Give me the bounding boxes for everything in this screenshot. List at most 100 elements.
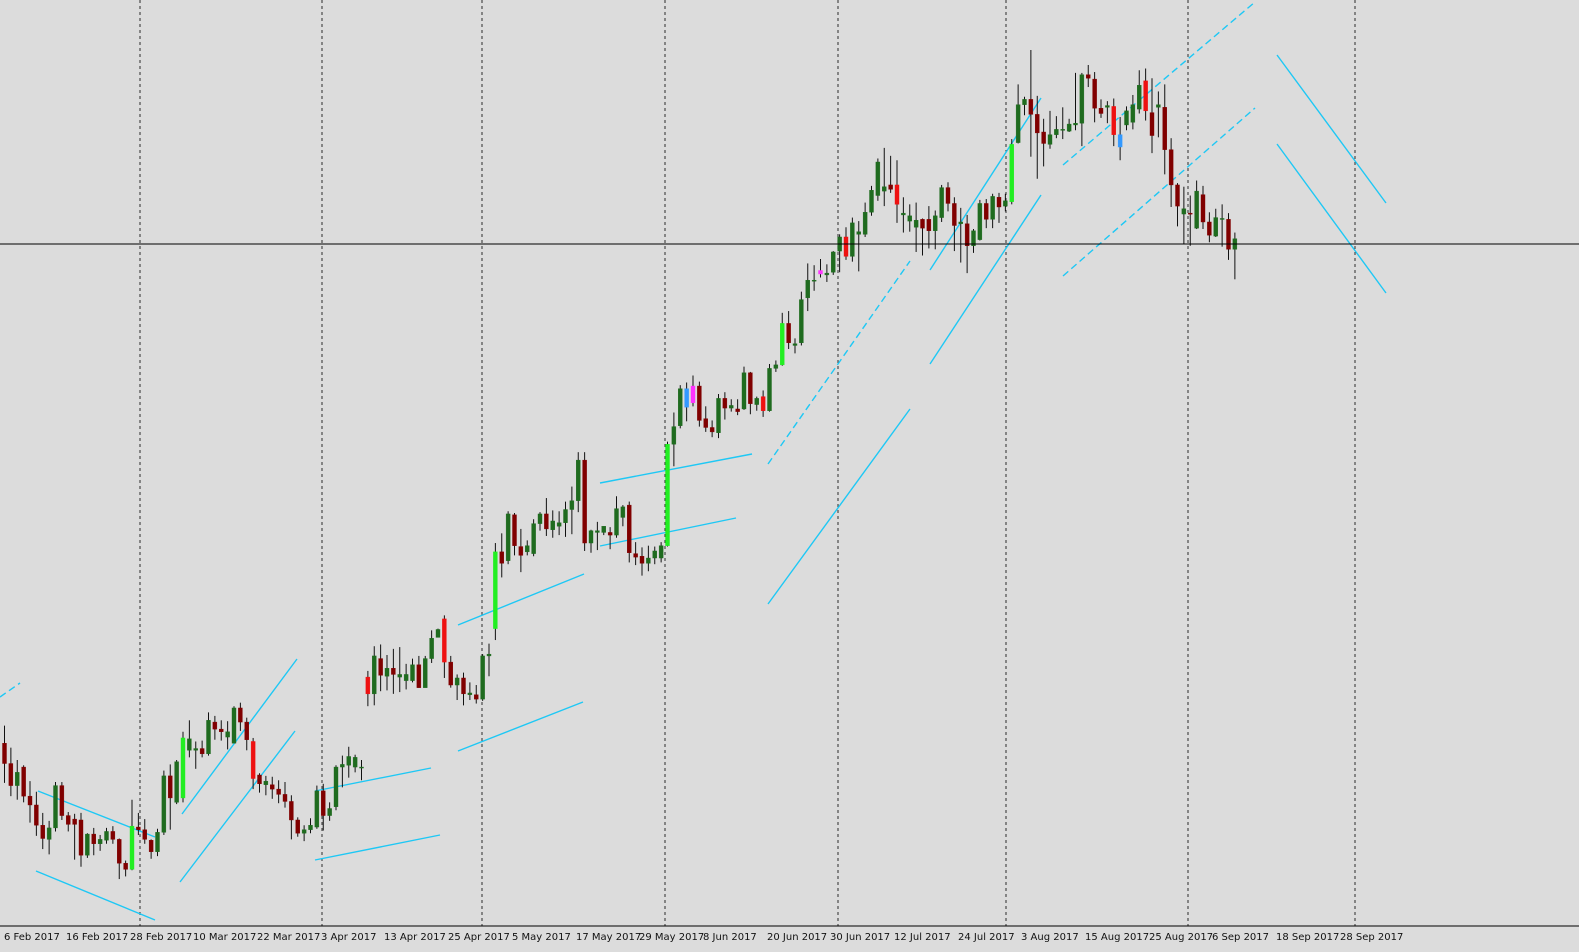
candle-body [735,408,740,412]
candle-body [104,831,109,841]
candle-body [703,418,708,428]
time-axis: 6 Feb 2017 16 Feb 2017 28 Feb 2017 10 Ma… [0,925,1579,943]
trend-channel-line [929,97,1042,271]
candle-body [1111,106,1116,135]
candle-body [2,743,7,764]
candle-body [888,184,893,190]
candle-body [525,545,530,553]
candle-body [512,514,517,546]
candle-body [276,788,281,795]
candle-body [767,368,772,411]
trend-channel-line [314,834,441,861]
candle-body [1156,104,1161,108]
x-tick-label: 25 Aug 2017 [1149,932,1213,943]
candle-body [1226,219,1231,250]
candle-body [601,526,606,533]
candle-body [193,748,198,751]
candle-body [78,819,84,856]
x-tick-label: 6 Feb 2017 [4,932,60,943]
candle-body [359,766,364,769]
candle-body [1066,123,1072,132]
candle-body [537,513,543,524]
candle-body [250,741,256,779]
candle-body [59,785,65,816]
candle-body [486,653,492,657]
candle-body [550,520,555,530]
candle-body [257,774,262,785]
candle-body [212,721,218,730]
candle-body [474,694,479,700]
candle-body [168,775,173,799]
candle-body [155,832,160,852]
candle-body [678,388,683,426]
candle-body [46,827,52,840]
trend-channel-line [1062,1,1256,166]
candle-body [66,815,71,825]
candle-body [1213,217,1218,237]
candle-body [423,658,428,688]
candle-body [818,270,823,275]
candle-body [824,272,830,276]
candle-body [856,231,861,235]
candle-body [21,766,26,797]
candle-body [964,223,970,246]
grid-layer [139,0,1356,926]
x-tick-label: 3 Apr 2017 [321,932,376,943]
candle-body [913,220,919,228]
x-tick-label: 10 Mar 2017 [193,932,256,943]
candle-body [945,187,951,204]
candle-body [352,757,358,768]
candle-body [219,728,224,732]
candle-body [1098,107,1104,114]
candle-body [225,731,230,738]
candle-body [410,664,415,681]
candle-body [244,721,249,740]
candle-body [607,532,613,536]
candle-body [372,655,377,695]
candle-body [97,839,103,844]
trend-channel-line [0,682,21,698]
candle-body [1092,78,1097,109]
candle-body [187,738,192,751]
candle-body [15,772,20,786]
candle-body [862,212,868,235]
candle-body [505,513,511,561]
candle-body [1207,221,1212,236]
candle-body [627,504,632,553]
candle-body [110,831,116,840]
trend-channel-line [181,658,298,815]
candle-body [270,784,275,790]
candle-body [327,808,332,816]
candle-body [295,819,300,834]
candle-body [595,530,600,533]
candle-body [1137,85,1142,110]
x-tick-label: 8 Jun 2017 [703,932,757,943]
candle-body [1086,74,1091,79]
candle-body [582,459,587,544]
candle-body [933,215,938,231]
candle-body [467,692,473,695]
candle-body [958,221,963,224]
candle-body [901,212,906,216]
trend-channel-line [929,194,1042,365]
candle-body [289,801,294,821]
candle-body [27,795,33,806]
candle-body [811,279,817,282]
candle-body [754,398,759,405]
candle-body [499,551,504,564]
candle-body [1028,99,1034,115]
candle-body [926,219,932,231]
candle-body [206,720,211,755]
trend-channel-line [1062,107,1256,277]
candle-body [91,833,96,844]
candle-body [397,674,402,678]
candle-body [40,825,45,839]
candle-body [480,655,485,700]
x-tick-label: 28 Feb 2017 [130,932,192,943]
candle-body [454,677,460,686]
candle-body [588,530,594,544]
candle-body [1175,184,1180,207]
candle-body [378,658,383,676]
